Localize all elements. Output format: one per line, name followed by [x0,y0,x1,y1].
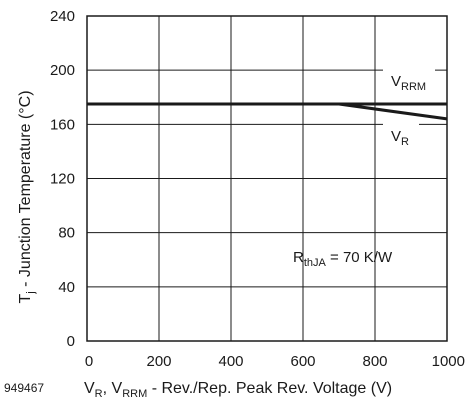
y-tick-label: 240 [50,8,75,25]
y-axis-label: Tj - Junction Temperature (°C) [17,90,37,303]
y-tick-label: 80 [58,225,75,242]
x-tick-label: 400 [218,353,243,370]
series-line-v-r [87,102,448,121]
y-tick-label: 200 [50,62,75,79]
series-label-vrrm: VRRM [391,73,426,93]
label-background [383,123,419,149]
series-group [87,102,448,121]
x-tick-label: 800 [362,353,387,370]
rthja-annotation: RthJA = 70 K/W [293,249,393,269]
series-label-vr: VR [391,128,409,148]
label-background [383,68,435,94]
x-tick-label: 600 [290,353,315,370]
x-axis-label: VR, VRRM - Rev./Rep. Peak Rev. Voltage (… [84,380,392,400]
x-tick-label: 1000 [432,353,465,370]
y-tick-label: 0 [67,333,75,350]
x-tick-labels: 0 200 400 600 800 1000 [85,353,465,370]
figure-id: 949467 [4,381,44,395]
plot-frame [86,15,448,342]
x-tick-label: 200 [146,353,171,370]
y-tick-labels: 0 40 80 120 160 200 240 [50,8,75,350]
y-tick-label: 120 [50,171,75,188]
x-tick-label: 0 [85,353,93,370]
y-tick-label: 40 [58,279,75,296]
y-tick-label: 160 [50,116,75,133]
grid [87,16,447,341]
